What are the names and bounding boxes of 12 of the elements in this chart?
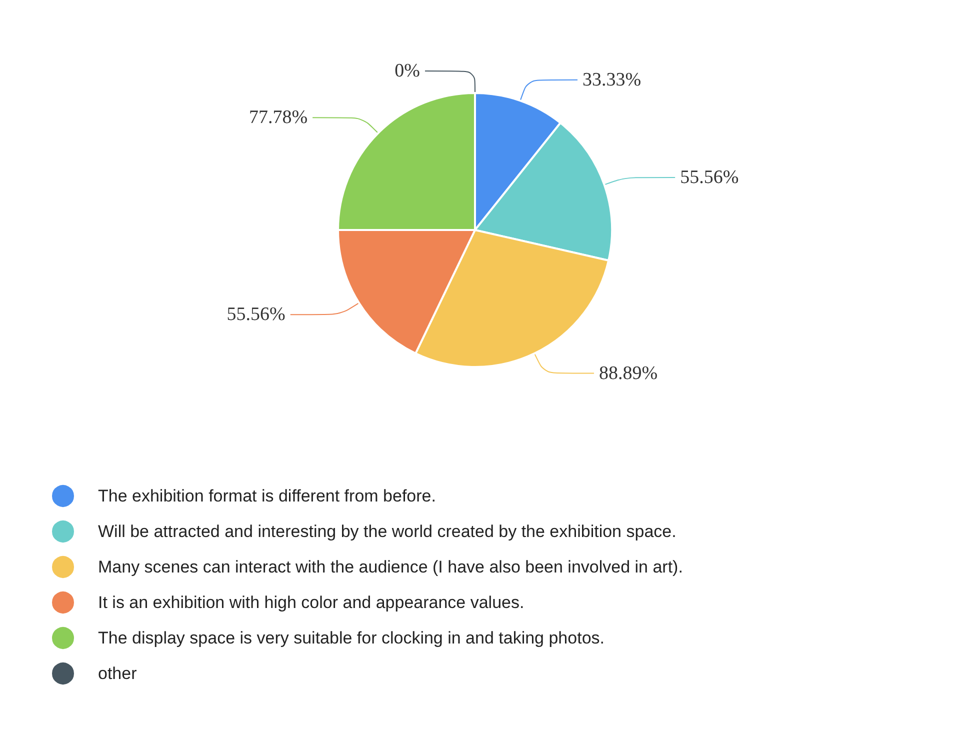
legend-label: other bbox=[98, 664, 138, 683]
data-label: 55.56% bbox=[226, 304, 286, 326]
legend-label: Will be attracted and interesting by the world created by the exhibition space. bbox=[98, 522, 676, 541]
data-label: 33.33% bbox=[582, 69, 642, 90]
data-label: 88.89% bbox=[598, 362, 658, 384]
legend-label: The display space is very suitable for clocking in and taking photos. bbox=[98, 628, 604, 648]
legend-label: It is an exhibition with high color and appearance values. bbox=[98, 593, 524, 612]
legend-label: The exhibition format is different from before. bbox=[98, 486, 436, 506]
data-label: 77.78% bbox=[248, 107, 308, 128]
legend-label: Many scenes can interact with the audience (I have also been involved in art). bbox=[98, 558, 683, 576]
data-label: 55.56% bbox=[680, 166, 739, 188]
text: 0% bbox=[394, 60, 420, 82]
